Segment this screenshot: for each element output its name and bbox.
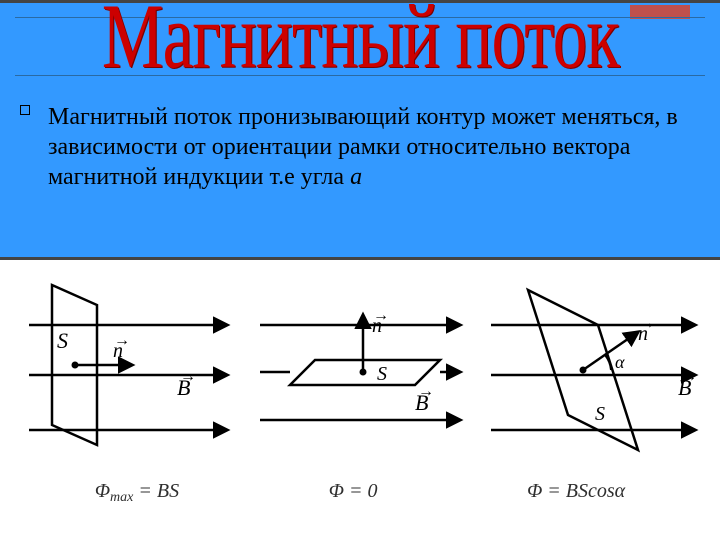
body-main: Магнитный поток пронизывающий контур мож… [48,104,678,190]
body-text: Магнитный поток пронизывающий контур мож… [48,102,692,192]
title-area: Магнитный поток [0,3,720,98]
panel-phi-zero: S n → B → [250,270,470,470]
slide-upper: Магнитный поток Магнитный поток пронизыв… [0,0,720,260]
panel-phi-cos: S n → α B → [483,270,703,470]
label-B: B → [678,368,697,400]
formula-2: Φ = 0 [329,480,378,503]
label-S: S [57,328,68,353]
body-angle-var: a [350,164,362,190]
figure-panels: S n → B → [0,260,720,480]
label-alpha: α [615,352,625,372]
slide-title: Магнитный поток [101,0,618,90]
label-n: n → [638,315,655,345]
label-B: B → [177,368,196,400]
panel-phi-max: S n → B → [17,270,237,470]
label-B: B → [415,383,434,415]
figure-area: S n → B → [0,260,720,540]
formula-row: Φmax = BS Φ = 0 Φ = BScosα [0,480,720,503]
f2: Φ = 0 [329,480,378,502]
formula-1: Φmax = BS [95,480,179,503]
f1-sub: max [110,490,133,505]
label-S: S [377,363,387,385]
bullet-icon [20,105,30,115]
f1-rhs: = BS [133,480,179,502]
label-n: n → [372,307,389,337]
body-block: Магнитный поток пронизывающий контур мож… [0,98,720,192]
f3: Φ = BScosα [527,480,625,502]
label-n: n → [113,332,130,362]
f1-phi: Φ [95,480,110,502]
label-S: S [595,403,605,425]
rule-bottom [15,75,705,76]
formula-3: Φ = BScosα [527,480,625,503]
